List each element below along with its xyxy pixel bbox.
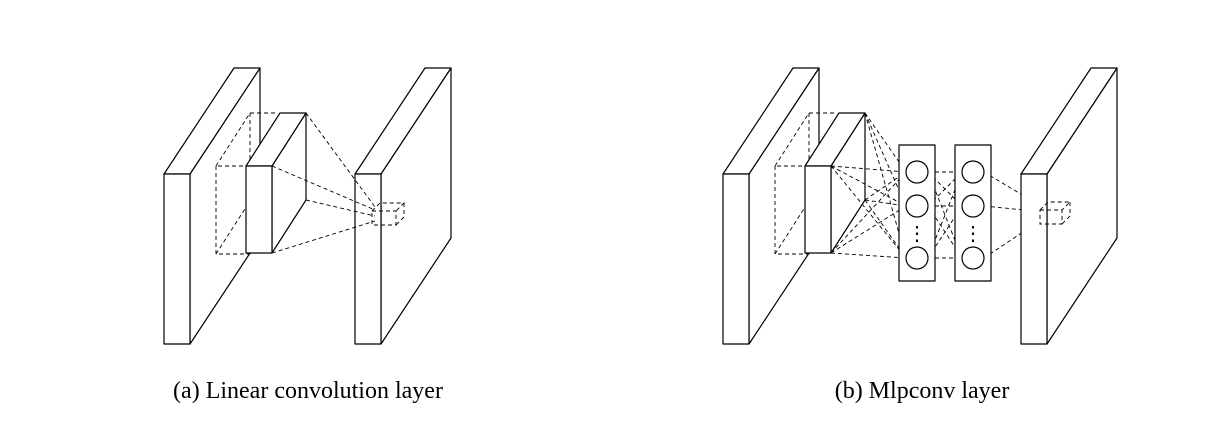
neuron-ellipsis: ⋮ <box>907 223 927 245</box>
neuron <box>961 246 985 270</box>
neuron <box>961 194 985 218</box>
output-feature-map-a <box>354 67 452 345</box>
linear-conv-diagram <box>163 67 452 345</box>
output-unit-cube-a <box>371 202 406 226</box>
mlp-hidden-layer-1: ⋮ <box>898 144 936 282</box>
input-feature-map-a <box>163 67 261 345</box>
caption-linear-conv: (a) Linear convolution layer <box>173 378 443 404</box>
mlp-hidden-layer-2: ⋮ <box>954 144 992 282</box>
neuron <box>961 160 985 184</box>
caption-mlpconv: (b) Mlpconv layer <box>834 378 1010 404</box>
neuron <box>905 160 929 184</box>
neuron-ellipsis: ⋮ <box>963 223 983 245</box>
projection-lines-a <box>271 112 376 254</box>
input-feature-map-b <box>722 67 820 345</box>
output-unit-cube-b <box>1039 201 1072 225</box>
neuron <box>905 246 929 270</box>
mlpconv-diagram: ⋮ ⋮ <box>722 67 1118 345</box>
output-feature-map-b <box>1020 67 1118 345</box>
neuron <box>905 194 929 218</box>
